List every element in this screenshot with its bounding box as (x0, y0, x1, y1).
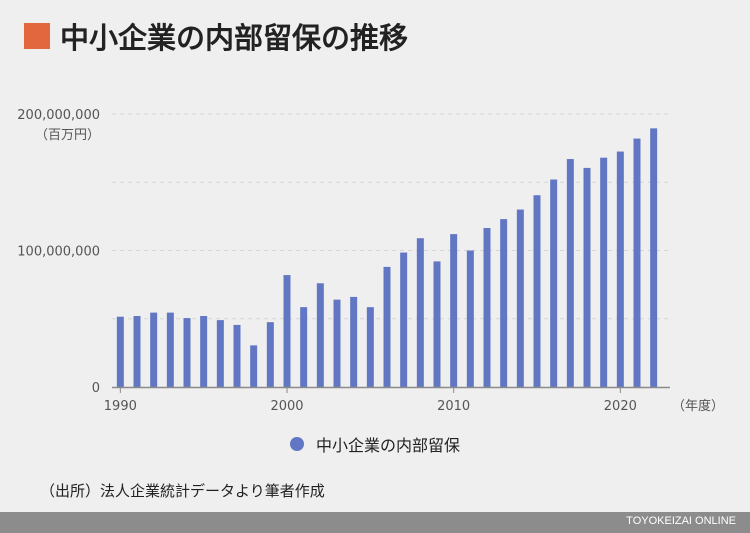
bar (500, 219, 508, 387)
bar (300, 307, 308, 387)
bar (150, 312, 158, 387)
bar (350, 296, 358, 387)
bar (183, 318, 191, 387)
x-tick-labels: 1990 2000 2010 2020 (104, 387, 637, 414)
bar (383, 266, 391, 387)
bars (116, 128, 658, 387)
bar (316, 283, 324, 387)
bar (133, 316, 141, 387)
bar (550, 179, 558, 387)
y-tick-label: 100,000,000 (17, 245, 100, 260)
bar (600, 157, 608, 387)
bar (433, 261, 441, 387)
bar (466, 250, 474, 387)
bar (650, 128, 658, 387)
bar (216, 320, 224, 387)
bar (166, 312, 174, 387)
x-tick-label: 2020 (604, 399, 637, 414)
legend-marker (290, 437, 304, 451)
bar (200, 316, 208, 387)
bar (533, 195, 541, 387)
source-note: （出所）法人企業統計データより筆者作成 (40, 482, 325, 500)
y-tick-label: 200,000,000 (17, 108, 100, 123)
y-axis-unit-label: （百万円） (35, 128, 100, 143)
title-marker (24, 23, 50, 49)
bar (516, 209, 524, 387)
bar (583, 167, 591, 387)
bar (366, 307, 374, 387)
bar (116, 316, 124, 387)
footer-brand: TOYOKEIZAI ONLINE (626, 515, 736, 527)
bar (566, 159, 574, 387)
bar (633, 138, 641, 387)
bar (283, 275, 291, 387)
footer-bar: TOYOKEIZAI ONLINE (0, 512, 750, 533)
bar (483, 227, 491, 387)
gridlines (112, 113, 670, 320)
bar (266, 322, 274, 387)
x-axis-unit-label: （年度） (672, 398, 724, 414)
bar (416, 238, 424, 387)
x-tick-label: 1990 (104, 399, 137, 414)
chart-title: 中小企業の内部留保の推移 (60, 21, 409, 55)
y-tick-label: 0 (92, 381, 100, 396)
y-tick-labels: 0 100,000,000 200,000,000 (17, 108, 100, 396)
legend: 中小企業の内部留保 (290, 432, 460, 456)
bar (333, 299, 341, 387)
legend-label: 中小企業の内部留保 (316, 436, 461, 455)
bar (400, 252, 408, 387)
bar (450, 234, 458, 387)
bar (250, 345, 258, 387)
title-block: 中小企業の内部留保の推移 (24, 16, 408, 56)
bar (233, 324, 241, 387)
x-tick-label: 2010 (437, 399, 470, 414)
bar (616, 151, 624, 387)
x-tick-label: 2000 (270, 399, 303, 414)
